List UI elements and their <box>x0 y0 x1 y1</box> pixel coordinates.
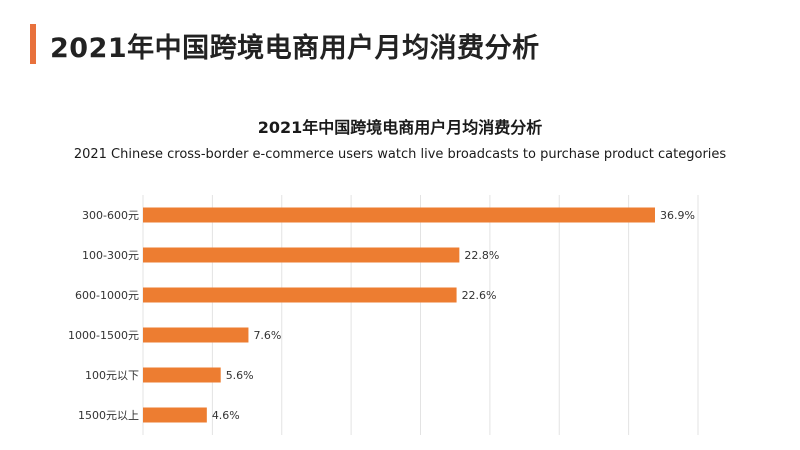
title-accent-bar <box>30 24 36 64</box>
bar <box>143 207 655 223</box>
category-label: 600-1000元 <box>75 289 139 302</box>
category-label: 300-600元 <box>82 209 139 222</box>
bars: 300-600元 36.9% 100-300元 22.8% 600-1000元 22.6%… <box>68 207 695 423</box>
bar <box>143 247 460 263</box>
value-label: 5.6% <box>226 369 254 382</box>
value-label: 22.8% <box>464 249 499 262</box>
grid <box>142 195 699 435</box>
category-label: 1500元以上 <box>78 409 139 422</box>
bar <box>143 367 221 383</box>
page-title: 2021年中国跨境电商用户月均消费分析 <box>50 33 540 64</box>
bar <box>143 327 249 343</box>
bar <box>143 287 457 303</box>
category-label: 100元以下 <box>85 369 139 382</box>
category-label: 1000-1500元 <box>68 329 139 342</box>
value-label: 22.6% <box>462 289 497 302</box>
bar <box>143 407 207 423</box>
value-label: 36.9% <box>660 209 695 222</box>
chart-subtitle: 2021 Chinese cross-border e-commerce use… <box>74 147 727 162</box>
chart-title: 2021年中国跨境电商用户月均消费分析 <box>258 118 543 137</box>
category-label: 100-300元 <box>82 249 139 262</box>
value-label: 7.6% <box>253 329 281 342</box>
value-label: 4.6% <box>212 409 240 422</box>
